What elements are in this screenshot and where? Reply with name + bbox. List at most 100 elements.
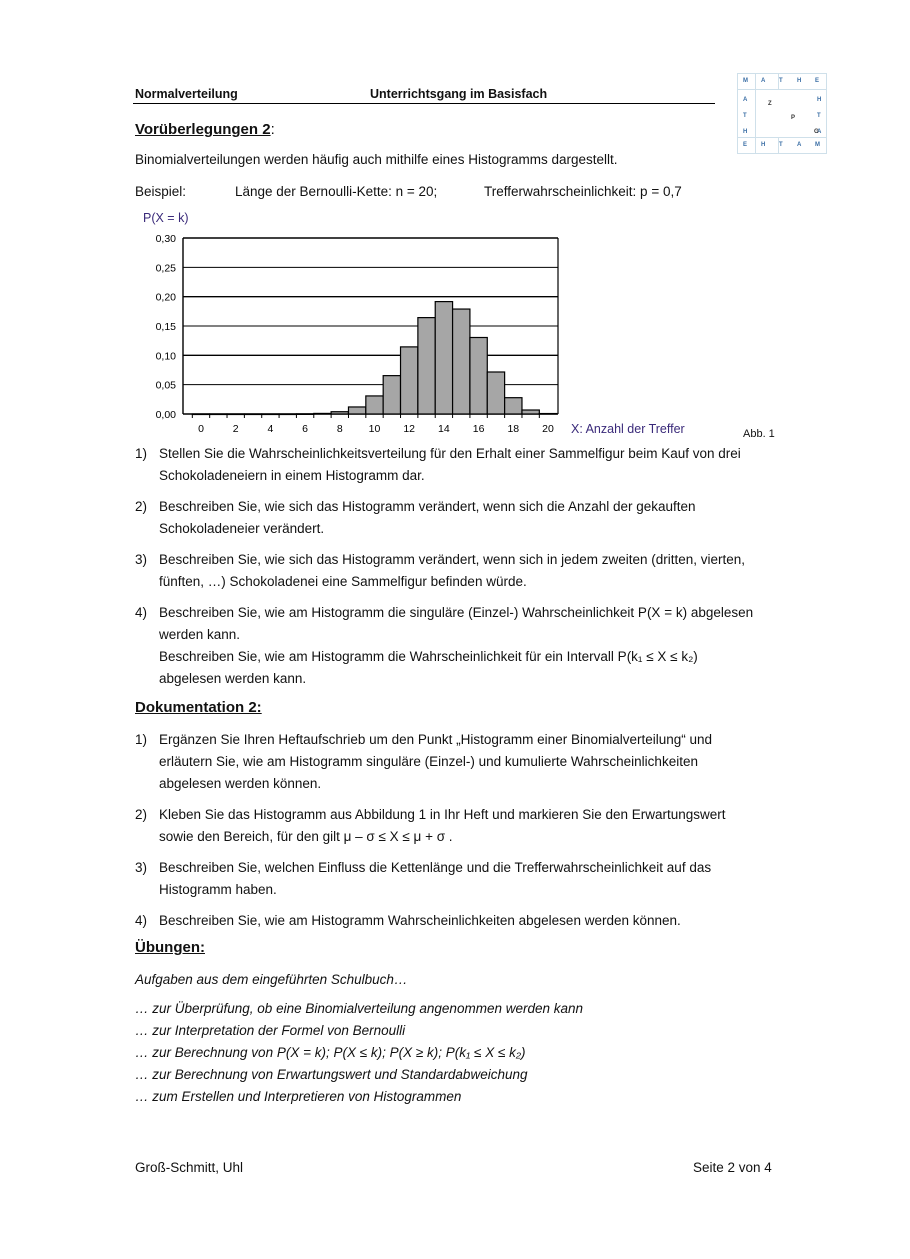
uebungen-intro: Aufgaben aus dem eingeführten Schulbuch… <box>135 972 408 987</box>
task-number: 4) <box>135 913 148 928</box>
histogram-bar <box>382 375 402 415</box>
x-tick-label: 0 <box>198 423 204 435</box>
task-text: Stellen Sie die Wahrscheinlichkeitsverte… <box>159 443 795 487</box>
task-number: 3) <box>135 552 148 567</box>
task-text: Kleben Sie das Histogramm aus Abbildung … <box>159 804 795 848</box>
logo-letter: E <box>815 78 820 84</box>
task-item: 1) Ergänzen Sie Ihren Heftaufschrieb um d… <box>135 729 795 795</box>
logo-letter: A <box>743 97 748 103</box>
histogram-bar <box>521 409 540 415</box>
histogram-bar <box>504 397 523 415</box>
x-tick-label: 8 <box>337 423 343 435</box>
task-item: 4) Beschreiben Sie, wie am Histogramm Wah… <box>135 910 795 932</box>
x-axis-label: X: Anzahl der Treffer <box>571 422 685 436</box>
task-number: 3) <box>135 860 148 875</box>
figure-caption: Abb. 1 <box>743 428 775 440</box>
title-text: Vorüberlegungen 2 <box>135 121 271 138</box>
uebungen-item: … zur Berechnung von Erwartungswert und … <box>135 1067 528 1082</box>
task-line: abgelesen werden können. <box>159 776 322 791</box>
y-tick-label: 0,10 <box>156 350 177 362</box>
header-rule <box>133 103 715 104</box>
y-tick-label: 0,15 <box>156 321 177 333</box>
task-number: 2) <box>135 499 148 514</box>
x-tick-label: 10 <box>369 423 381 435</box>
task-text: Beschreiben Sie, welchen Einfluss die Ke… <box>159 857 795 901</box>
histogram-chart: 0,00 0,05 0,10 0,15 0,20 0,25 0,30 0 2 4 6 8 10 12 14 1… <box>143 211 685 436</box>
histogram-bar <box>278 413 298 416</box>
y-tick-label: 0,25 <box>156 262 177 274</box>
example-label: Beispiel: <box>135 184 187 199</box>
y-axis-label: P(X = k) <box>143 211 189 225</box>
logo-line <box>778 137 779 153</box>
intro-text: Binomialverteilungen werden häufig auch … <box>135 152 618 167</box>
histogram-bar <box>434 300 454 415</box>
logo-letter: T <box>743 113 747 119</box>
histogram-bar <box>399 346 419 415</box>
uebungen-item: … zum Erstellen und Interpretieren von H… <box>135 1089 462 1104</box>
histogram-bar <box>451 308 471 415</box>
task-item: 2) Kleben Sie das Histogramm aus Abbildun… <box>135 804 795 848</box>
histogram-bar <box>261 413 280 416</box>
y-tick-label: 0,05 <box>156 380 177 392</box>
y-tick-label: 0,20 <box>156 292 177 304</box>
title-colon: : <box>270 121 275 138</box>
task-text: Beschreiben Sie, wie am Histogramm Wahrs… <box>159 910 795 932</box>
histogram-bar <box>313 412 332 415</box>
logo-line <box>778 74 779 89</box>
task-line: Beschreiben Sie, wie am Histogramm Wahrs… <box>159 913 681 928</box>
histogram-bar <box>295 413 315 415</box>
uebungen-item: … zur Interpretation der Formel von Bern… <box>135 1023 406 1038</box>
section-title-uebungen: Übungen: <box>135 939 205 956</box>
logo-letter: A <box>797 142 802 148</box>
logo-letter: T <box>817 113 821 119</box>
logo-letter: H <box>817 97 822 103</box>
logo-letter: H <box>743 129 748 135</box>
logo-letter: H <box>761 142 766 148</box>
task-text: Beschreiben Sie, wie sich das Histogramm… <box>159 549 795 593</box>
logo-letter: T <box>779 142 783 148</box>
task-number: 4) <box>135 605 148 620</box>
logo-letter: H <box>797 78 802 84</box>
section-title-vorueberlegungen: Vorüberlegungen 2: <box>135 121 275 138</box>
task-line: sowie den Bereich, für den gilt μ – σ ≤ … <box>159 829 453 844</box>
logo-letter: P <box>791 115 796 121</box>
x-tick-label: 12 <box>403 423 415 435</box>
task-item: 3) Beschreiben Sie, welchen Einfluss die … <box>135 857 795 901</box>
y-tick-label: 0,30 <box>156 233 177 245</box>
x-tick-label: 2 <box>233 423 239 435</box>
task-number: 1) <box>135 732 148 747</box>
histogram-bar <box>209 413 228 416</box>
header-center: Unterrichtsgang im Basisfach <box>370 87 548 101</box>
histogram-bar <box>486 371 506 415</box>
task-number: 1) <box>135 446 148 461</box>
histogram-bar <box>347 406 367 415</box>
histogram-bar <box>226 413 245 416</box>
task-line: Beschreiben Sie, wie sich das Histogramm… <box>159 552 746 567</box>
uebungen-item: … zur Überprüfung, ob eine Binomialverte… <box>135 1001 584 1016</box>
task-line: Beschreiben Sie, wie sich das Histogramm… <box>159 499 696 514</box>
example-p: Trefferwahrscheinlichkeit: p = 0,7 <box>484 184 682 199</box>
header-left: Normalverteilung <box>135 87 238 101</box>
logo-letter: M <box>815 142 820 148</box>
footer-page-number: Seite 2 von 4 <box>693 1160 772 1175</box>
task-item: 2) Beschreiben Sie, wie sich das Histogra… <box>135 496 795 540</box>
logo-letter: A <box>817 129 822 135</box>
y-tick-label: 0,00 <box>156 409 177 421</box>
x-tick-label: 14 <box>438 423 450 435</box>
task-line: Schokoladeneiern in einem Histogramm dar… <box>159 468 425 483</box>
task-text: Ergänzen Sie Ihren Heftaufschrieb um den… <box>159 729 795 795</box>
logo-line <box>738 89 826 90</box>
task-line: Beschreiben Sie, welchen Einfluss die Ke… <box>159 860 712 875</box>
task-line: werden kann. <box>159 627 241 642</box>
uebungen-item: … zur Berechnung von P(X = k); P(X ≤ k);… <box>135 1045 526 1060</box>
histogram-bar <box>417 317 436 415</box>
task-line: Schokoladeneier verändert. <box>159 521 325 536</box>
task-line: abgelesen werden kann. <box>159 671 307 686</box>
logo-letter: Z <box>768 101 772 107</box>
x-tick-label: 16 <box>473 423 485 435</box>
task-item: 1) Stellen Sie die Wahrscheinlichkeitsver… <box>135 443 795 487</box>
footer-authors: Groß-Schmitt, Uhl <box>135 1160 244 1175</box>
task-line: Kleben Sie das Histogramm aus Abbildung … <box>159 807 726 822</box>
histogram-bar <box>469 336 488 415</box>
